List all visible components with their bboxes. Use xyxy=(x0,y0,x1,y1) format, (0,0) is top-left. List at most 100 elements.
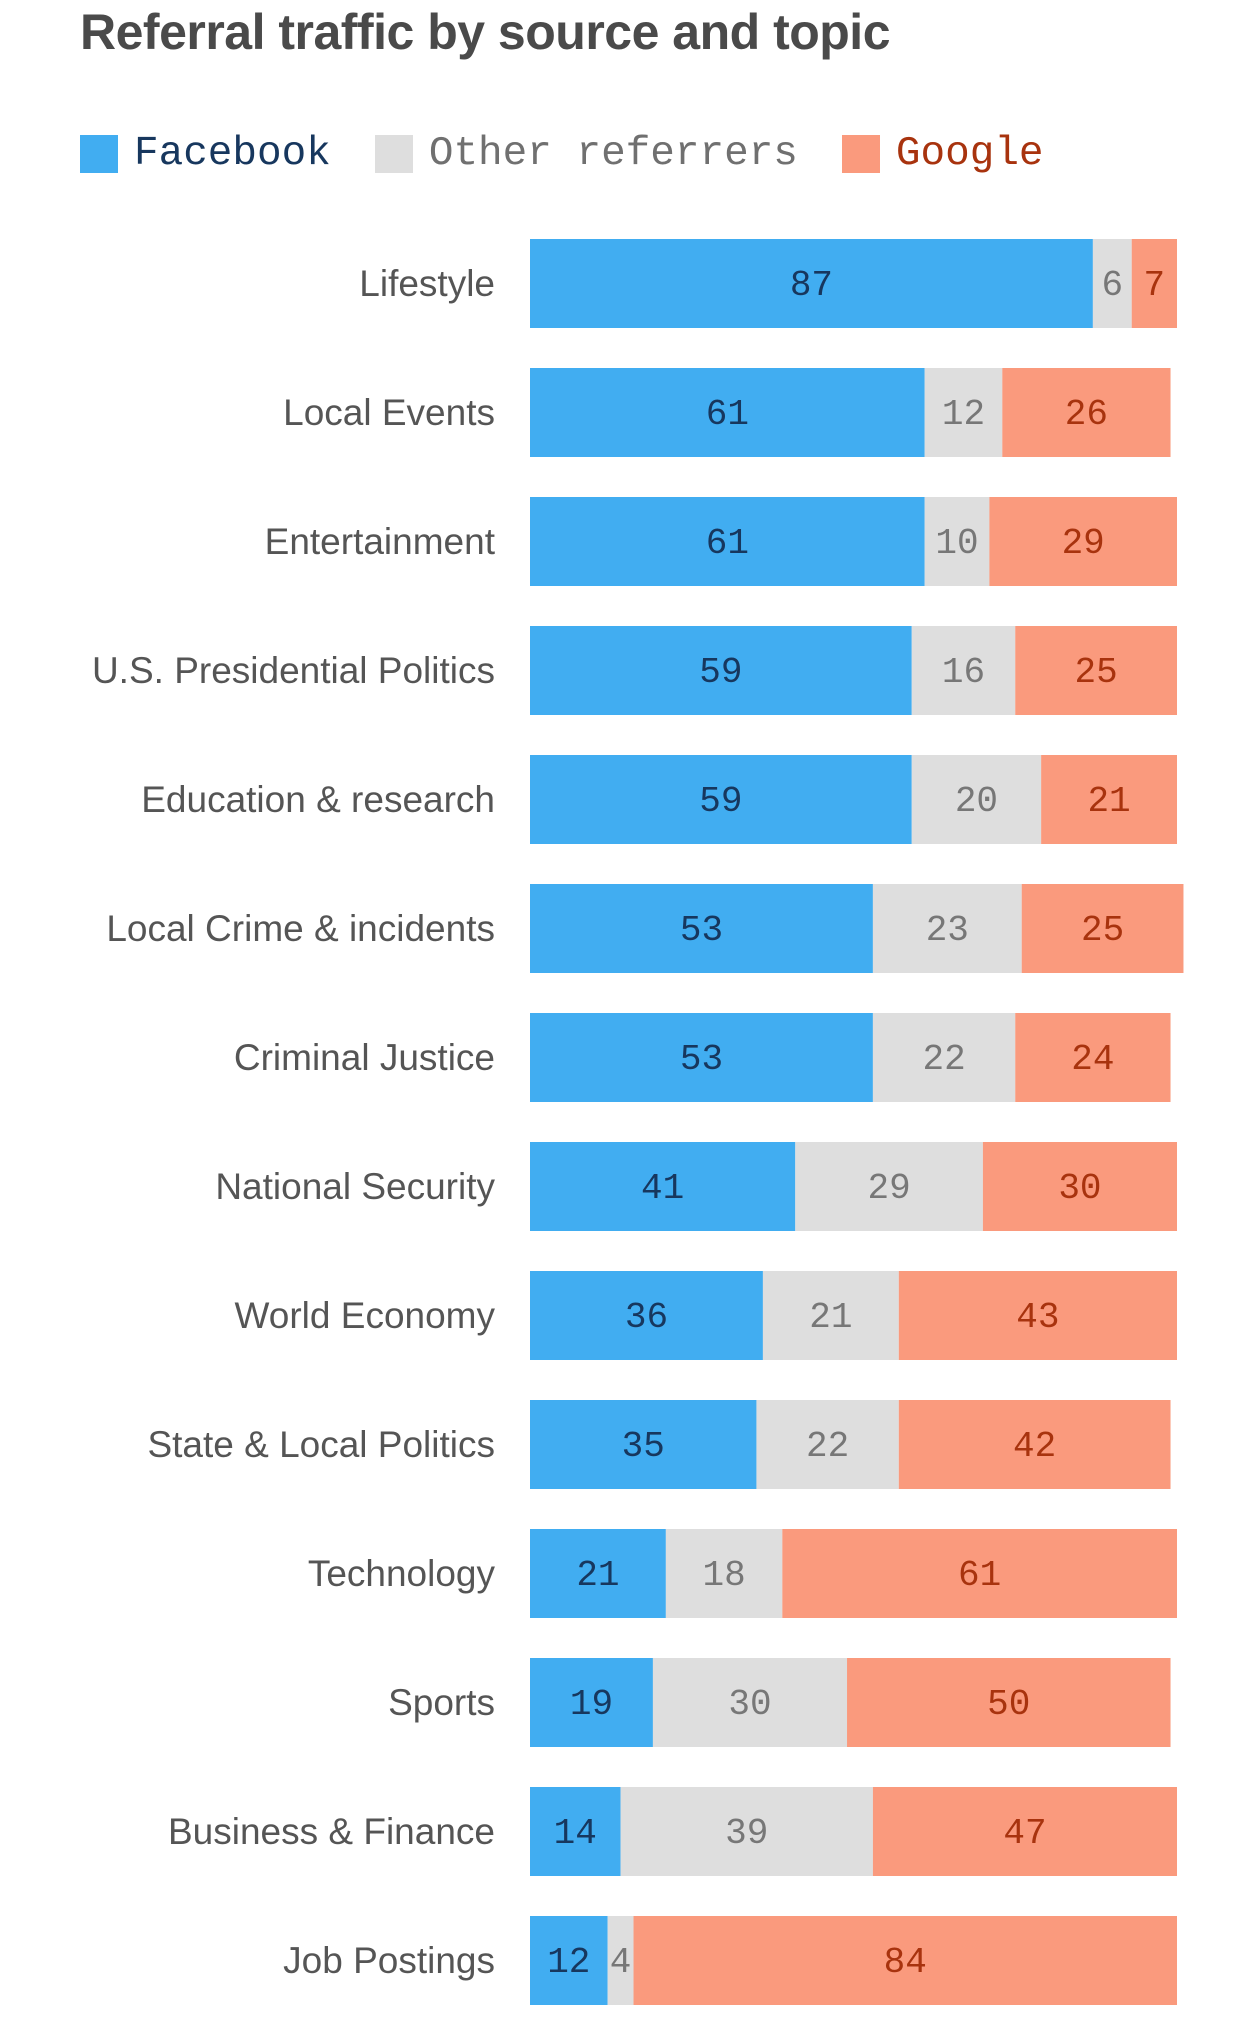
data-label-other-referrers: 4 xyxy=(610,1942,632,1983)
bar-segment-google xyxy=(982,1142,1177,1231)
chart-title: Referral traffic by source and topic xyxy=(80,4,891,60)
bar-segment-google xyxy=(1021,884,1184,973)
data-label-google: 29 xyxy=(1062,523,1105,564)
data-label-other-referrers: 29 xyxy=(867,1168,910,1209)
bar-segment-facebook xyxy=(530,1787,621,1876)
bar-segment-facebook xyxy=(530,884,873,973)
data-label-facebook: 87 xyxy=(790,265,833,306)
category-label: State & Local Politics xyxy=(147,1424,495,1465)
bar-row-local-events: Local Events 61 12 26 xyxy=(283,368,1171,457)
data-label-facebook: 21 xyxy=(576,1555,619,1596)
data-label-google: 25 xyxy=(1081,910,1124,951)
bar-segment-google xyxy=(782,1529,1177,1618)
bar-segment-other-referrers xyxy=(756,1400,899,1489)
legend-swatch-other-referrers xyxy=(374,135,413,173)
bar-segment-facebook xyxy=(530,626,912,715)
bar-segment-google xyxy=(989,497,1177,586)
bar-segment-other-referrers xyxy=(924,497,990,586)
bar-row-criminal-justice: Criminal Justice 53 22 24 xyxy=(234,1013,1171,1102)
data-label-facebook: 14 xyxy=(554,1813,597,1854)
bar-segment-other-referrers xyxy=(911,755,1042,844)
bar-segment-google xyxy=(898,1271,1177,1360)
legend-label-facebook: Facebook xyxy=(134,131,331,177)
bar-segment-facebook xyxy=(530,497,925,586)
bar-segment-facebook xyxy=(530,1400,757,1489)
data-label-google: 25 xyxy=(1075,652,1118,693)
data-label-other-referrers: 10 xyxy=(935,523,978,564)
bar-segment-other-referrers xyxy=(652,1658,848,1747)
data-label-other-referrers: 18 xyxy=(702,1555,745,1596)
legend-swatch-google xyxy=(841,135,880,173)
bar-segment-google xyxy=(898,1400,1171,1489)
bar-segment-other-referrers xyxy=(795,1142,983,1231)
data-label-other-referrers: 22 xyxy=(806,1426,849,1467)
bar-segment-google xyxy=(847,1658,1171,1747)
bar-segment-other-referrers xyxy=(665,1529,783,1618)
bar-row-local-crime-and-incidents: Local Crime & incidents 53 23 25 xyxy=(106,884,1184,973)
data-label-other-referrers: 39 xyxy=(725,1813,768,1854)
data-label-facebook: 35 xyxy=(622,1426,665,1467)
bar-segment-other-referrers xyxy=(872,884,1022,973)
bar-row-technology: Technology 21 18 61 xyxy=(308,1529,1177,1618)
data-label-facebook: 53 xyxy=(680,910,723,951)
bar-row-entertainment: Entertainment 61 10 29 xyxy=(265,497,1177,586)
bar-segment-google xyxy=(1015,1013,1171,1102)
data-label-google: 47 xyxy=(1003,1813,1046,1854)
data-label-other-referrers: 30 xyxy=(728,1684,771,1725)
bar-segment-facebook xyxy=(530,239,1093,328)
bar-segment-google xyxy=(1131,239,1177,328)
bar-segment-facebook xyxy=(530,368,925,457)
category-label: Job Postings xyxy=(283,1940,495,1981)
category-label: Sports xyxy=(388,1682,495,1723)
bar-segment-google xyxy=(633,1916,1177,2005)
data-label-google: 61 xyxy=(958,1555,1001,1596)
category-label: National Security xyxy=(215,1166,495,1207)
data-label-facebook: 12 xyxy=(547,1942,590,1983)
category-label: Business & Finance xyxy=(168,1811,495,1852)
data-label-google: 30 xyxy=(1058,1168,1101,1209)
data-label-google: 42 xyxy=(1013,1426,1056,1467)
bar-segment-facebook xyxy=(530,1271,763,1360)
bar-row-business-and-finance: Business & Finance 14 39 47 xyxy=(168,1787,1177,1876)
bar-row-education-and-research: Education & research 59 20 21 xyxy=(141,755,1177,844)
data-label-other-referrers: 12 xyxy=(942,394,985,435)
bar-segment-google xyxy=(1015,626,1177,715)
data-label-facebook: 36 xyxy=(625,1297,668,1338)
category-label: Local Crime & incidents xyxy=(106,908,495,949)
data-label-facebook: 61 xyxy=(706,523,749,564)
bar-segment-other-referrers xyxy=(607,1916,634,2005)
data-label-facebook: 19 xyxy=(570,1684,613,1725)
data-label-facebook: 61 xyxy=(706,394,749,435)
bar-segment-other-referrers xyxy=(762,1271,899,1360)
legend-item-other-referrers: Other referrers xyxy=(374,130,798,178)
bar-segment-facebook xyxy=(530,1658,653,1747)
category-label: Entertainment xyxy=(265,521,496,562)
data-label-google: 26 xyxy=(1065,394,1108,435)
legend-item-facebook: Facebook xyxy=(80,130,331,178)
data-label-other-referrers: 6 xyxy=(1101,265,1123,306)
data-label-google: 24 xyxy=(1071,1039,1114,1080)
bar-row-national-security: National Security 41 29 30 xyxy=(215,1142,1177,1231)
category-label: Lifestyle xyxy=(359,263,495,304)
data-label-facebook: 59 xyxy=(699,652,742,693)
legend-label-other-referrers: Other referrers xyxy=(428,131,798,177)
bar-row-world-economy: World Economy 36 21 43 xyxy=(235,1271,1177,1360)
bar-segment-google xyxy=(1041,755,1177,844)
legend-label-google: Google xyxy=(895,131,1044,177)
bar-row-lifestyle: Lifestyle 87 6 7 xyxy=(359,239,1177,328)
bar-segment-other-referrers xyxy=(1092,239,1132,328)
category-label: Local Events xyxy=(283,392,495,433)
category-label: Criminal Justice xyxy=(234,1037,495,1078)
bar-segment-other-referrers xyxy=(924,368,1003,457)
data-label-google: 21 xyxy=(1087,781,1130,822)
bar-segment-facebook xyxy=(530,1529,666,1618)
bar-segment-other-referrers xyxy=(911,626,1016,715)
category-label: Technology xyxy=(308,1553,496,1594)
data-label-google: 84 xyxy=(884,1942,927,1983)
bar-segment-google xyxy=(1002,368,1171,457)
data-label-google: 50 xyxy=(987,1684,1030,1725)
data-label-other-referrers: 23 xyxy=(926,910,969,951)
bar-segment-google xyxy=(872,1787,1177,1876)
data-label-other-referrers: 16 xyxy=(942,652,985,693)
